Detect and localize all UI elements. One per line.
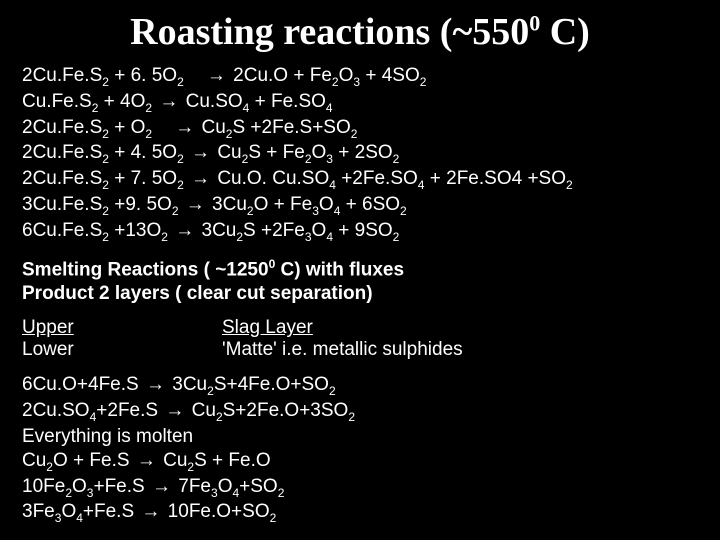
smelting-reaction-line: 2Cu.SO4+2Fe.S → Cu2S+2Fe.O+3SO2: [22, 399, 698, 425]
roasting-reaction-line: 2Cu.Fe.S2 + 4. 5O2 → Cu2S + Fe2O3 + 2SO2: [22, 141, 698, 167]
roasting-reactions-block: 2Cu.Fe.S2 + 6. 5O2 → 2Cu.O + Fe2O3 + 4SO…: [22, 64, 698, 245]
smelting-reactions-block: 6Cu.O+4Fe.S → 3Cu2S+4Fe.O+SO22Cu.SO4+2Fe…: [22, 373, 698, 526]
smelting-heading: Smelting Reactions ( ~12500 C) with flux…: [22, 257, 698, 306]
upper-label: Upper: [22, 317, 74, 338]
lower-label: Lower: [22, 339, 74, 360]
layers-block: Upper Slag Layer Lower 'Matte' i.e. meta…: [22, 317, 698, 361]
smelting-reaction-line: Cu2O + Fe.S → Cu2S + Fe.O: [22, 449, 698, 475]
slide: Roasting reactions (~5500 C) 2Cu.Fe.S2 +…: [0, 0, 720, 540]
slide-title: Roasting reactions (~5500 C): [22, 10, 698, 54]
roasting-reaction-line: 2Cu.Fe.S2 + 7. 5O2 → Cu.O. Cu.SO4 +2Fe.S…: [22, 167, 698, 193]
smelting-heading-line: Smelting Reactions ( ~12500 C) with flux…: [22, 257, 698, 282]
smelting-heading-line: Product 2 layers ( clear cut separation): [22, 282, 698, 306]
smelting-reaction-line: 6Cu.O+4Fe.S → 3Cu2S+4Fe.O+SO2: [22, 373, 698, 399]
slag-layer-label: Slag Layer: [222, 317, 313, 338]
matte-label: 'Matte' i.e. metallic sulphides: [222, 339, 463, 360]
roasting-reaction-line: Cu.Fe.S2 + 4O2 → Cu.SO4 + Fe.SO4: [22, 90, 698, 116]
roasting-reaction-line: 2Cu.Fe.S2 + 6. 5O2 → 2Cu.O + Fe2O3 + 4SO…: [22, 64, 698, 90]
roasting-reaction-line: 3Cu.Fe.S2 +9. 5O2 → 3Cu2O + Fe3O4 + 6SO2: [22, 193, 698, 219]
smelting-reaction-line: Everything is molten: [22, 425, 698, 449]
smelting-reaction-line: 3Fe3O4+Fe.S → 10Fe.O+SO2: [22, 500, 698, 526]
roasting-reaction-line: 2Cu.Fe.S2 + O2 → Cu2S +2Fe.S+SO2: [22, 116, 698, 142]
roasting-reaction-line: 6Cu.Fe.S2 +13O2 → 3Cu2S +2Fe3O4 + 9SO2: [22, 219, 698, 245]
smelting-reaction-line: 10Fe2O3+Fe.S → 7Fe3O4+SO2: [22, 475, 698, 501]
